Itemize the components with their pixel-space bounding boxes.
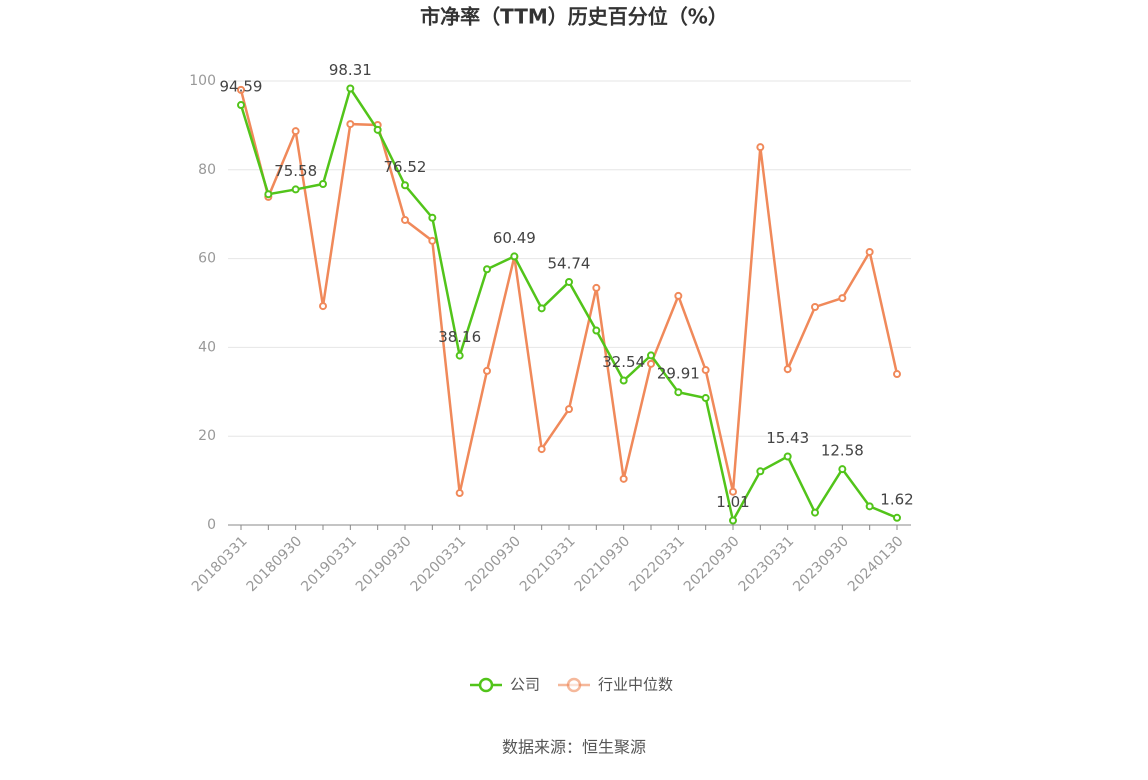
- point: [647, 359, 655, 368]
- point: [674, 291, 683, 300]
- x-tick-label: 20180331: [189, 533, 251, 595]
- point: [783, 365, 792, 374]
- point: [729, 487, 737, 496]
- x-tick-label: 20210331: [517, 533, 579, 595]
- y-tick-label: 0: [207, 517, 216, 533]
- x-tick-label: 20180930: [244, 533, 306, 595]
- point: [428, 213, 437, 222]
- x-tick-label: 20210930: [572, 533, 634, 595]
- legend-item[interactable]: 公司: [470, 676, 540, 694]
- point: [838, 294, 847, 303]
- data-label: 32.54: [602, 353, 645, 371]
- point: [565, 405, 573, 414]
- point: [619, 474, 628, 483]
- point: [674, 388, 683, 397]
- point: [455, 489, 464, 498]
- legend-item[interactable]: 行业中位数: [558, 676, 673, 694]
- point: [592, 283, 601, 292]
- data-label: 15.43: [766, 429, 809, 447]
- x-tick-label: 20220930: [681, 533, 743, 595]
- point: [893, 370, 901, 379]
- y-tick-label: 80: [198, 162, 216, 178]
- y-tick-label: 100: [189, 73, 216, 89]
- legend-swatch: [478, 677, 494, 693]
- point: [701, 366, 710, 375]
- point: [319, 180, 327, 189]
- point: [811, 302, 819, 311]
- x-tick-label: 20240130: [845, 533, 907, 595]
- legend-label: 行业中位数: [598, 676, 673, 694]
- x-tick-label: 20200331: [408, 533, 470, 595]
- point: [537, 445, 546, 454]
- point: [455, 351, 464, 360]
- point: [647, 351, 655, 360]
- data-label: 98.31: [329, 61, 372, 79]
- data-label: 60.49: [493, 229, 536, 247]
- point: [483, 366, 491, 375]
- legend-swatch: [566, 677, 582, 693]
- point: [346, 84, 355, 93]
- point: [537, 304, 546, 313]
- data-label: 12.58: [821, 442, 864, 460]
- data-label: 75.58: [274, 162, 317, 180]
- point: [893, 513, 901, 522]
- point: [483, 265, 491, 274]
- point: [838, 465, 847, 474]
- series-line: [239, 85, 898, 524]
- point: [291, 185, 300, 194]
- point: [701, 394, 710, 403]
- point: [729, 516, 737, 525]
- data-label: 76.52: [384, 158, 427, 176]
- x-tick-label: 20190930: [353, 533, 415, 595]
- x-tick-label: 20230930: [790, 533, 852, 595]
- point: [756, 143, 765, 152]
- x-tick-label: 20200930: [462, 533, 524, 595]
- point: [510, 252, 519, 261]
- point: [811, 508, 819, 517]
- x-tick-label: 20190331: [298, 533, 360, 595]
- point: [346, 120, 355, 129]
- x-tick-label: 20220331: [626, 533, 688, 595]
- point: [401, 215, 409, 224]
- point: [237, 85, 245, 94]
- point: [783, 452, 792, 461]
- data-label: 38.16: [438, 328, 481, 346]
- data-label: 1.62: [880, 490, 913, 508]
- point: [428, 236, 437, 245]
- y-tick-label: 40: [198, 339, 216, 355]
- point: [401, 181, 409, 190]
- data-label: 54.74: [548, 254, 591, 272]
- point: [264, 190, 273, 199]
- source: 数据来源：恒生聚源: [502, 738, 646, 757]
- x-tick-label: 20230331: [736, 533, 798, 595]
- point: [865, 247, 874, 256]
- point: [756, 467, 765, 476]
- point: [619, 376, 628, 385]
- data-label: 29.91: [657, 365, 700, 383]
- chart-title: 市净率（TTM）历史百分位（%）: [420, 5, 728, 29]
- legend-label: 公司: [510, 676, 540, 694]
- point: [291, 127, 300, 136]
- point: [565, 277, 573, 286]
- data-label: 94.59: [220, 78, 263, 96]
- point: [373, 125, 382, 134]
- data-label: 1.01: [716, 493, 749, 511]
- point: [592, 326, 601, 335]
- y-tick-label: 60: [198, 251, 216, 267]
- y-tick-label: 20: [198, 428, 216, 444]
- point: [865, 502, 874, 511]
- point: [319, 302, 327, 311]
- point: [237, 101, 245, 110]
